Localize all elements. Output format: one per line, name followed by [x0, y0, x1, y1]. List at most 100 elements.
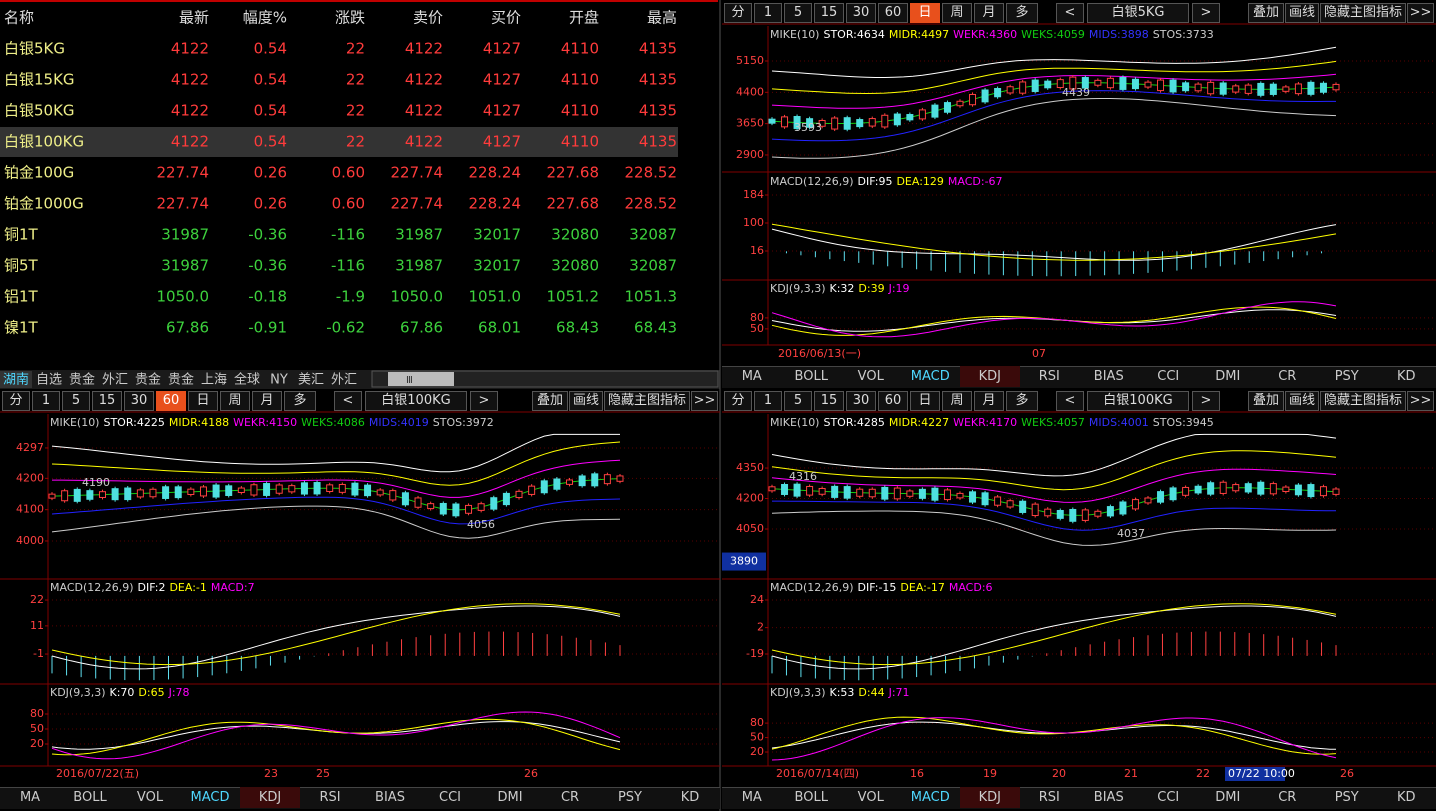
period-button[interactable]: 1 [754, 391, 782, 411]
market-tab[interactable]: 湖南 [3, 372, 29, 388]
indicator-tab[interactable]: VOL [857, 790, 884, 805]
period-button[interactable]: 15 [814, 391, 844, 411]
tool-button[interactable]: >> [1407, 391, 1434, 411]
tool-button[interactable]: 画线 [1285, 391, 1319, 411]
indicator-tab[interactable]: DMI [497, 790, 523, 805]
period-button[interactable]: 5 [62, 391, 90, 411]
tool-button[interactable]: 画线 [569, 391, 603, 411]
tool-button[interactable]: 叠加 [1248, 391, 1284, 411]
period-button[interactable]: 多 [1006, 391, 1038, 411]
indicator-tab[interactable]: MACD [190, 790, 230, 805]
indicator-tab[interactable]: RSI [1038, 790, 1060, 805]
tool-button[interactable]: 隐藏主图指标 [1320, 391, 1406, 411]
quote-cell: -116 [331, 257, 365, 275]
next-button[interactable]: > [1192, 3, 1220, 23]
indicator-tab[interactable]: KD [1396, 790, 1416, 805]
indicator-tab[interactable]: DMI [1215, 790, 1241, 805]
tool-button[interactable]: 叠加 [1248, 3, 1284, 23]
tool-button[interactable]: 叠加 [532, 391, 568, 411]
period-button[interactable]: 日 [188, 391, 218, 411]
market-tab[interactable]: 美汇 [298, 373, 324, 388]
indicator-tab[interactable]: CCI [1157, 790, 1180, 805]
market-tab[interactable]: 外汇 [331, 373, 357, 388]
period-button[interactable]: 30 [846, 3, 876, 23]
market-tab[interactable]: 全球 [234, 372, 260, 388]
period-button[interactable]: 15 [814, 3, 844, 23]
market-tab[interactable]: NY [270, 373, 288, 388]
period-button[interactable]: 多 [1006, 3, 1038, 23]
period-button[interactable]: 30 [124, 391, 154, 411]
prev-button[interactable]: < [1056, 3, 1084, 23]
tool-button[interactable]: 隐藏主图指标 [1320, 3, 1406, 23]
period-button[interactable]: 月 [974, 391, 1004, 411]
indicator-tab[interactable]: CCI [439, 790, 461, 805]
indicator-tab[interactable]: CR [560, 790, 580, 805]
period-button[interactable]: 1 [754, 3, 782, 23]
indicator-tab[interactable]: KD [1396, 369, 1416, 384]
prev-button[interactable]: < [334, 391, 362, 411]
indicator-tab[interactable]: CCI [1157, 369, 1180, 384]
symbol-box[interactable]: 白银100KG [1087, 391, 1189, 411]
period-button[interactable]: 1 [32, 391, 60, 411]
period-button[interactable]: 60 [878, 391, 908, 411]
price-annotation: 4316 [789, 470, 817, 483]
indicator-tab[interactable]: CR [1278, 369, 1297, 384]
period-button[interactable]: 月 [974, 3, 1004, 23]
indicator-tab[interactable]: BIAS [375, 790, 405, 805]
indicator-tab[interactable]: MA [741, 369, 762, 384]
tool-button[interactable]: >> [1407, 3, 1434, 23]
period-button[interactable]: 日 [910, 391, 940, 411]
market-tab[interactable]: 自选 [36, 373, 62, 388]
tool-button[interactable]: >> [691, 391, 718, 411]
indicator-tab[interactable]: CR [1278, 790, 1297, 805]
indicator-tab[interactable]: BOLL [794, 790, 828, 805]
symbol-box[interactable]: 白银5KG [1087, 3, 1189, 23]
period-button[interactable]: 周 [220, 391, 250, 411]
indicator-tab[interactable]: KDJ [240, 787, 300, 808]
symbol-box[interactable]: 白银100KG [365, 391, 467, 411]
indicator-tab[interactable]: KD [680, 790, 700, 805]
period-button[interactable]: 分 [2, 391, 30, 411]
indicator-tab[interactable]: PSY [617, 790, 643, 805]
indicator-tab[interactable]: MACD [910, 369, 950, 384]
indicator-tab[interactable]: DMI [1215, 369, 1241, 384]
indicator-tab[interactable]: BOLL [794, 369, 828, 384]
period-button[interactable]: 分 [724, 3, 752, 23]
indicator-tab[interactable]: BIAS [1093, 369, 1124, 384]
next-button[interactable]: > [470, 391, 498, 411]
period-button[interactable]: 周 [942, 3, 972, 23]
indicator-tab[interactable]: BIAS [1093, 790, 1124, 805]
market-tab[interactable]: 贵金 [168, 372, 194, 388]
period-button[interactable]: 月 [252, 391, 282, 411]
period-button[interactable]: 日 [910, 3, 940, 23]
indicator-tab[interactable]: VOL [136, 790, 164, 805]
indicator-tab[interactable]: VOL [857, 369, 884, 384]
period-button[interactable]: 5 [784, 391, 812, 411]
tool-button[interactable]: 隐藏主图指标 [604, 391, 690, 411]
market-tab[interactable]: 外汇 [102, 373, 128, 388]
market-tab[interactable]: 贵金 [135, 372, 161, 388]
period-button[interactable]: 60 [156, 391, 186, 411]
indicator-tab[interactable]: MA [19, 790, 41, 805]
next-button[interactable]: > [1192, 391, 1220, 411]
indicator-tab[interactable]: RSI [319, 790, 341, 805]
tool-button[interactable]: 画线 [1285, 3, 1319, 23]
prev-button[interactable]: < [1056, 391, 1084, 411]
period-button[interactable]: 周 [942, 391, 972, 411]
indicator-tab[interactable]: KDJ [960, 787, 1020, 808]
indicator-tab[interactable]: PSY [1334, 790, 1359, 805]
period-button[interactable]: 15 [92, 391, 122, 411]
period-button[interactable]: 60 [878, 3, 908, 23]
period-button[interactable]: 30 [846, 391, 876, 411]
indicator-tab[interactable]: KDJ [960, 366, 1020, 387]
period-button[interactable]: 5 [784, 3, 812, 23]
indicator-tab[interactable]: BOLL [73, 790, 107, 805]
period-button[interactable]: 多 [284, 391, 316, 411]
indicator-tab[interactable]: MA [741, 790, 762, 805]
indicator-tab[interactable]: PSY [1334, 369, 1359, 384]
market-tab[interactable]: 上海 [201, 373, 227, 388]
market-tab[interactable]: 贵金 [69, 372, 95, 388]
period-button[interactable]: 分 [724, 391, 752, 411]
indicator-tab[interactable]: MACD [910, 790, 950, 805]
indicator-tab[interactable]: RSI [1038, 369, 1060, 384]
